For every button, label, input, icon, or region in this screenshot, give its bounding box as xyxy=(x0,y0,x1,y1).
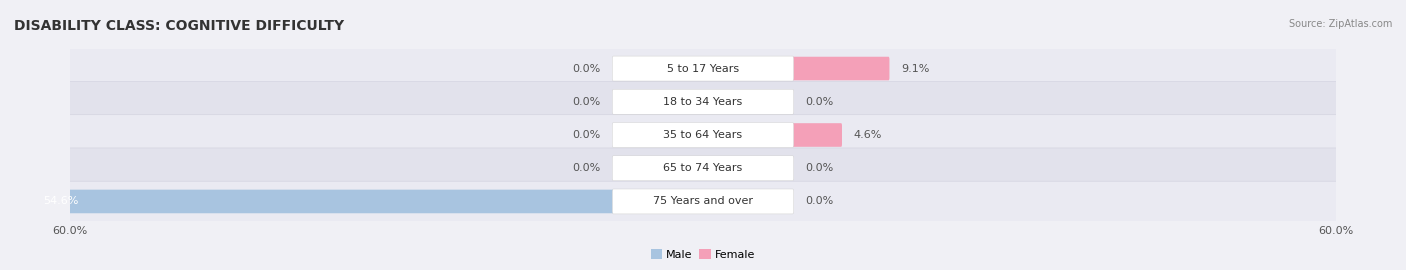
Text: 54.6%: 54.6% xyxy=(44,197,79,207)
FancyBboxPatch shape xyxy=(792,57,890,80)
Text: 0.0%: 0.0% xyxy=(806,197,834,207)
FancyBboxPatch shape xyxy=(69,181,1337,222)
Text: 0.0%: 0.0% xyxy=(572,130,600,140)
Text: 0.0%: 0.0% xyxy=(572,163,600,173)
FancyBboxPatch shape xyxy=(613,189,793,214)
Text: 0.0%: 0.0% xyxy=(572,97,600,107)
Text: Source: ZipAtlas.com: Source: ZipAtlas.com xyxy=(1288,19,1392,29)
Text: 18 to 34 Years: 18 to 34 Years xyxy=(664,97,742,107)
FancyBboxPatch shape xyxy=(613,56,793,81)
FancyBboxPatch shape xyxy=(613,156,793,181)
Text: 4.6%: 4.6% xyxy=(853,130,882,140)
Text: 0.0%: 0.0% xyxy=(572,63,600,73)
FancyBboxPatch shape xyxy=(69,48,1337,89)
FancyBboxPatch shape xyxy=(69,115,1337,155)
Text: 35 to 64 Years: 35 to 64 Years xyxy=(664,130,742,140)
FancyBboxPatch shape xyxy=(37,190,614,213)
FancyBboxPatch shape xyxy=(613,123,793,147)
Legend: Male, Female: Male, Female xyxy=(647,245,759,264)
Text: 9.1%: 9.1% xyxy=(901,63,929,73)
Text: DISABILITY CLASS: COGNITIVE DIFFICULTY: DISABILITY CLASS: COGNITIVE DIFFICULTY xyxy=(14,19,344,33)
Text: 75 Years and over: 75 Years and over xyxy=(652,197,754,207)
FancyBboxPatch shape xyxy=(792,123,842,147)
Text: 0.0%: 0.0% xyxy=(806,97,834,107)
FancyBboxPatch shape xyxy=(69,82,1337,122)
FancyBboxPatch shape xyxy=(69,148,1337,188)
Text: 5 to 17 Years: 5 to 17 Years xyxy=(666,63,740,73)
Text: 0.0%: 0.0% xyxy=(806,163,834,173)
FancyBboxPatch shape xyxy=(613,89,793,114)
Text: 65 to 74 Years: 65 to 74 Years xyxy=(664,163,742,173)
